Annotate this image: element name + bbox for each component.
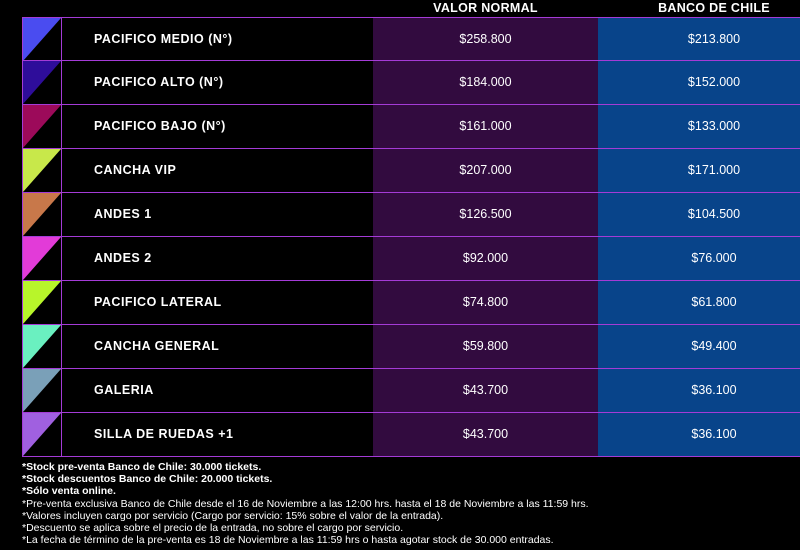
price-valor-normal: $59.800 xyxy=(373,325,598,368)
swatch-triangle xyxy=(23,237,61,280)
swatch-triangle xyxy=(23,18,61,60)
price-valor-normal: $126.500 xyxy=(373,193,598,236)
price-banco-de-chile: $76.000 xyxy=(598,237,800,280)
section-name: CANCHA VIP xyxy=(62,149,373,192)
table-row: ANDES 2 $92.000 $76.000 xyxy=(22,237,800,281)
table-row: PACIFICO MEDIO (N°) $258.800 $213.800 xyxy=(22,17,800,61)
price-banco-de-chile: $36.100 xyxy=(598,369,800,412)
price-banco-de-chile: $36.100 xyxy=(598,413,800,456)
section-color-swatch xyxy=(22,281,62,324)
table-row: PACIFICO LATERAL $74.800 $61.800 xyxy=(22,281,800,325)
section-color-swatch xyxy=(22,105,62,148)
price-valor-normal: $161.000 xyxy=(373,105,598,148)
table-row: SILLA DE RUEDAS +1 $43.700 $36.100 xyxy=(22,413,800,457)
price-valor-normal: $92.000 xyxy=(373,237,598,280)
footnote-line: *La fecha de término de la pre-venta es … xyxy=(22,534,554,547)
section-color-swatch xyxy=(22,61,62,104)
section-color-swatch xyxy=(22,18,62,60)
price-banco-de-chile: $133.000 xyxy=(598,105,800,148)
header-valor-normal: VALOR NORMAL xyxy=(433,1,538,15)
section-name: CANCHA GENERAL xyxy=(62,325,373,368)
header-banco-de-chile: BANCO DE CHILE xyxy=(658,1,770,15)
section-color-swatch xyxy=(22,325,62,368)
table-row: PACIFICO BAJO (N°) $161.000 $133.000 xyxy=(22,105,800,149)
price-banco-de-chile: $213.800 xyxy=(598,18,800,60)
section-name: PACIFICO MEDIO (N°) xyxy=(62,18,373,60)
footnote-line: *Pre-venta exclusiva Banco de Chile desd… xyxy=(22,497,589,510)
section-name: GALERIA xyxy=(62,369,373,412)
section-color-swatch xyxy=(22,237,62,280)
section-name: ANDES 2 xyxy=(62,237,373,280)
table-row: PACIFICO ALTO (N°) $184.000 $152.000 xyxy=(22,61,800,105)
price-banco-de-chile: $49.400 xyxy=(598,325,800,368)
section-name: PACIFICO ALTO (N°) xyxy=(62,61,373,104)
footnote-line: *Valores incluyen cargo por servicio (Ca… xyxy=(22,509,444,522)
swatch-triangle xyxy=(23,105,61,148)
section-color-swatch xyxy=(22,369,62,412)
footnote-line: *Sólo venta online. xyxy=(22,485,116,498)
section-color-swatch xyxy=(22,193,62,236)
table-row: GALERIA $43.700 $36.100 xyxy=(22,369,800,413)
swatch-triangle xyxy=(23,61,61,104)
swatch-triangle xyxy=(23,193,61,236)
section-color-swatch xyxy=(22,149,62,192)
section-name: PACIFICO LATERAL xyxy=(62,281,373,324)
section-name: ANDES 1 xyxy=(62,193,373,236)
footnote-line: *Stock descuentos Banco de Chile: 20.000… xyxy=(22,473,273,486)
price-banco-de-chile: $61.800 xyxy=(598,281,800,324)
swatch-triangle xyxy=(23,413,61,456)
footnote-line: *Stock pre-venta Banco de Chile: 30.000 … xyxy=(22,461,262,473)
section-color-swatch xyxy=(22,413,62,456)
footnotes: *Stock pre-venta Banco de Chile: 30.000 … xyxy=(22,461,800,546)
price-valor-normal: $258.800 xyxy=(373,18,598,60)
price-banco-de-chile: $104.500 xyxy=(598,193,800,236)
price-valor-normal: $207.000 xyxy=(373,149,598,192)
price-valor-normal: $184.000 xyxy=(373,61,598,104)
swatch-triangle xyxy=(23,149,61,192)
table-row: ANDES 1 $126.500 $104.500 xyxy=(22,193,800,237)
price-banco-de-chile: $171.000 xyxy=(598,149,800,192)
swatch-triangle xyxy=(23,325,61,368)
price-banco-de-chile: $152.000 xyxy=(598,61,800,104)
section-name: SILLA DE RUEDAS +1 xyxy=(62,413,373,456)
table-row: CANCHA VIP $207.000 $171.000 xyxy=(22,149,800,193)
swatch-triangle xyxy=(23,369,61,412)
price-valor-normal: $43.700 xyxy=(373,413,598,456)
section-name: PACIFICO BAJO (N°) xyxy=(62,105,373,148)
swatch-triangle xyxy=(23,281,61,324)
price-table: PACIFICO MEDIO (N°) $258.800 $213.800 PACIF… xyxy=(22,17,800,457)
price-valor-normal: $74.800 xyxy=(373,281,598,324)
table-header: VALOR NORMAL BANCO DE CHILE xyxy=(0,0,800,17)
footnote-line: *Descuento se aplica sobre el precio de … xyxy=(22,522,404,535)
table-row: CANCHA GENERAL $59.800 $49.400 xyxy=(22,325,800,369)
price-valor-normal: $43.700 xyxy=(373,369,598,412)
